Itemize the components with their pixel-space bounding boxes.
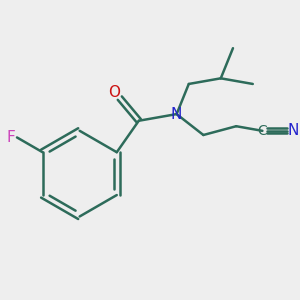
- Text: C: C: [257, 124, 267, 138]
- Text: N: N: [287, 123, 298, 138]
- Text: F: F: [6, 130, 15, 145]
- Text: N: N: [171, 106, 182, 122]
- Text: O: O: [109, 85, 121, 100]
